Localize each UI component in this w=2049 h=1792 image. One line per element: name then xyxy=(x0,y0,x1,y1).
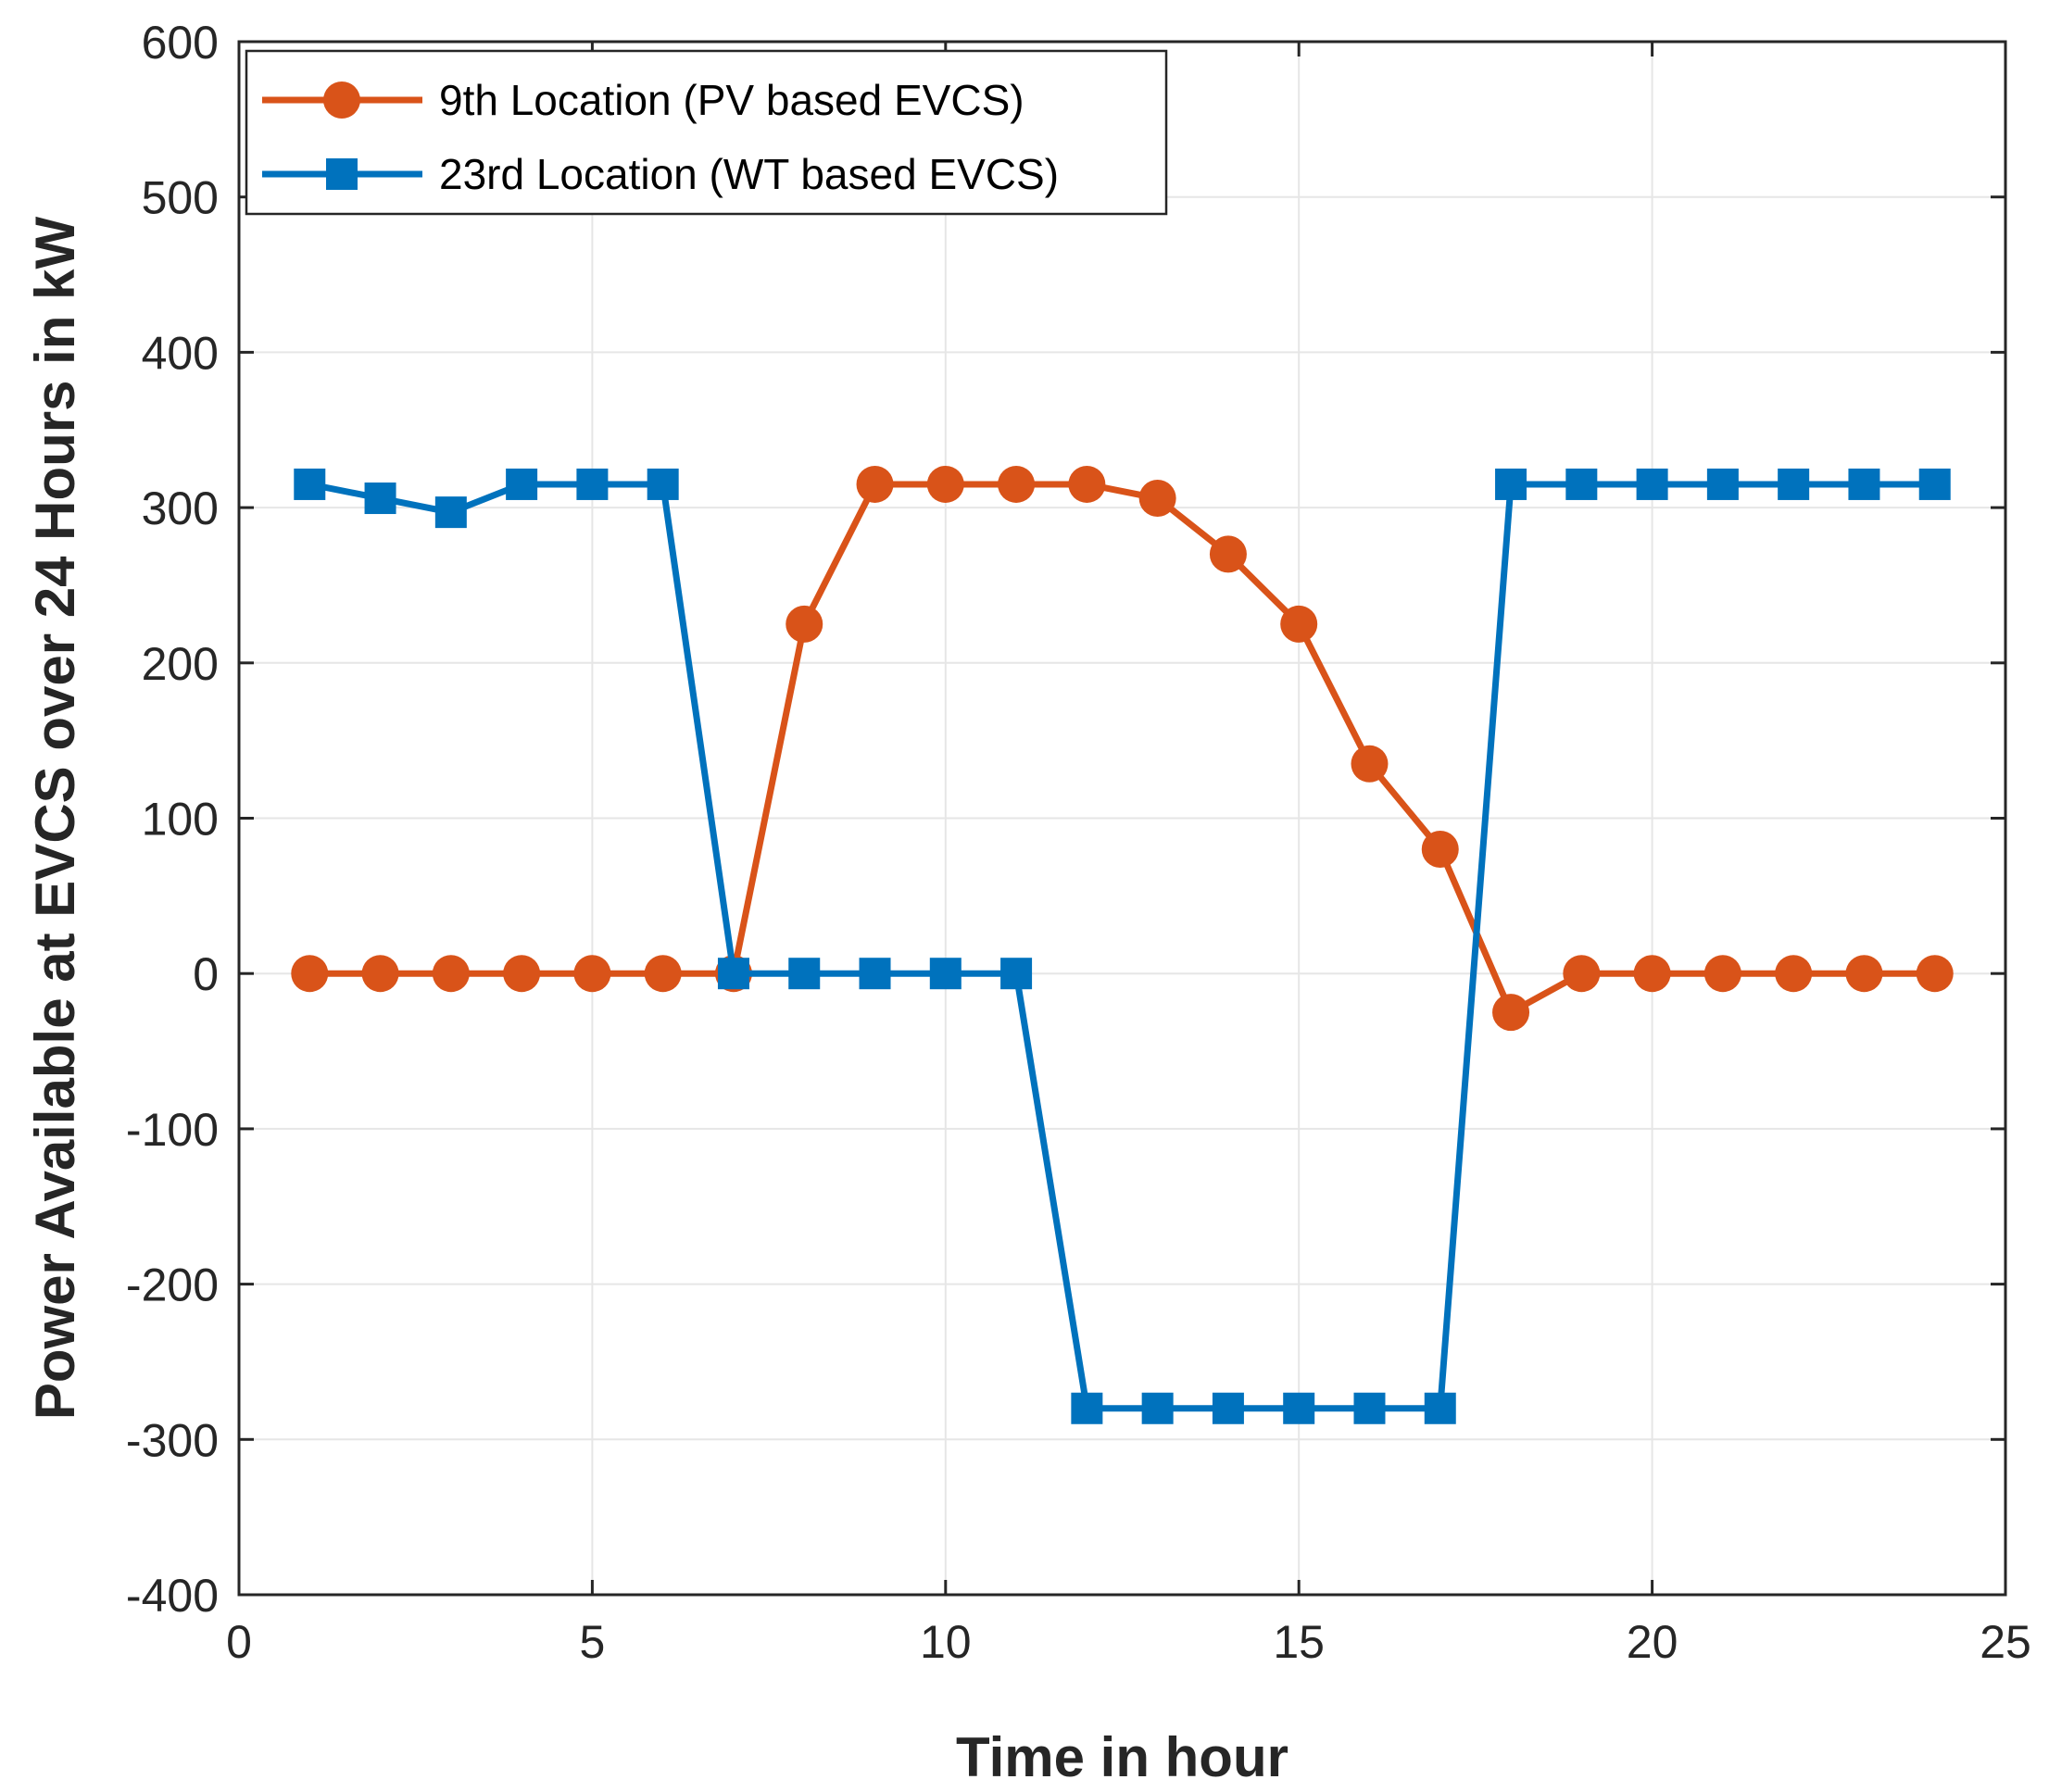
data-point xyxy=(647,468,679,500)
data-point xyxy=(1212,1392,1244,1424)
data-point xyxy=(364,482,396,515)
y-tick-label: -300 xyxy=(126,1414,219,1466)
legend-box xyxy=(245,49,1168,216)
data-point xyxy=(506,468,538,500)
data-point xyxy=(998,465,1036,503)
data-point xyxy=(1071,1392,1103,1424)
data-point xyxy=(1848,468,1880,500)
legend-label: 9th Location (PV based EVCS) xyxy=(439,76,1024,124)
y-tick-label: 100 xyxy=(142,794,219,846)
y-tick-label: 500 xyxy=(142,172,219,224)
data-point xyxy=(644,955,682,993)
x-tick-label: 5 xyxy=(579,1616,605,1668)
data-point xyxy=(1280,605,1318,643)
data-point xyxy=(1916,955,1954,993)
y-axis-title: Power Available at EVCS over 24 Hours in… xyxy=(24,216,86,1420)
data-point xyxy=(1636,468,1668,500)
legend-marker xyxy=(323,81,360,119)
data-point xyxy=(434,496,467,529)
series-group xyxy=(291,465,1954,1424)
data-point xyxy=(1351,745,1389,783)
data-point xyxy=(1492,994,1530,1032)
data-point xyxy=(1703,955,1741,993)
data-point xyxy=(294,468,326,500)
data-point xyxy=(573,955,611,993)
data-point xyxy=(361,955,399,993)
data-point xyxy=(1209,535,1247,573)
legend-marker xyxy=(326,158,358,190)
legend-item: 23rd Location (WT based EVCS) xyxy=(262,150,1059,198)
data-point xyxy=(788,958,821,990)
legend-label: 23rd Location (WT based EVCS) xyxy=(439,150,1059,198)
y-tick-label: 200 xyxy=(142,638,219,690)
x-tick-label: 25 xyxy=(1980,1616,2031,1668)
y-tick-label: -400 xyxy=(126,1570,219,1622)
data-point xyxy=(926,465,964,503)
x-tick-label: 10 xyxy=(920,1616,972,1668)
data-point xyxy=(1421,831,1459,869)
x-tick-label: 15 xyxy=(1273,1616,1325,1668)
data-point xyxy=(1138,480,1176,518)
data-point xyxy=(1918,468,1951,500)
data-point xyxy=(1141,1392,1174,1424)
y-tick-label: 600 xyxy=(142,17,219,69)
data-point xyxy=(1000,958,1033,990)
data-point xyxy=(1778,468,1810,500)
data-point xyxy=(1775,955,1813,993)
data-point xyxy=(929,958,962,990)
series-2 xyxy=(294,468,1951,1424)
data-point xyxy=(1565,468,1598,500)
legend-item: 9th Location (PV based EVCS) xyxy=(262,76,1024,124)
data-point xyxy=(1845,955,1883,993)
data-point xyxy=(1424,1392,1456,1424)
data-point xyxy=(576,468,609,500)
data-point xyxy=(1563,955,1601,993)
series-1 xyxy=(291,465,1954,1032)
data-point xyxy=(786,605,823,643)
y-tick-label: 0 xyxy=(193,948,219,1000)
data-point xyxy=(856,465,894,503)
y-tick-label: -100 xyxy=(126,1104,219,1156)
data-point xyxy=(291,955,329,993)
legend: 9th Location (PV based EVCS) 23rd Locatio… xyxy=(245,49,1168,216)
data-point xyxy=(1283,1392,1315,1424)
data-point xyxy=(717,958,749,990)
x-tick-label: 0 xyxy=(226,1616,252,1668)
y-tick-label: 300 xyxy=(142,482,219,534)
data-point xyxy=(432,955,470,993)
data-point xyxy=(859,958,891,990)
data-point xyxy=(1633,955,1671,993)
data-point xyxy=(1353,1392,1386,1424)
data-point xyxy=(1495,468,1527,500)
data-point xyxy=(1068,465,1106,503)
x-axis-title: Time in hour xyxy=(956,1726,1288,1788)
y-tick-label: -200 xyxy=(126,1259,219,1311)
axis-ticks: -400 -300 -200 -100 0 100 200 300 400 500 600 0 5 10 1… xyxy=(126,17,2031,1668)
y-tick-label: 400 xyxy=(142,327,219,379)
data-point xyxy=(1706,468,1739,500)
data-point xyxy=(503,955,541,993)
x-tick-label: 20 xyxy=(1627,1616,1678,1668)
